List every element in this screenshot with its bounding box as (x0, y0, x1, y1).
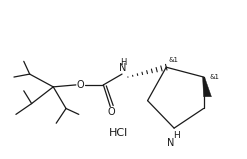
Text: O: O (77, 80, 84, 90)
Polygon shape (203, 77, 211, 97)
Text: H: H (120, 58, 126, 67)
Text: N: N (167, 138, 175, 148)
Text: &1: &1 (168, 57, 178, 63)
Text: &1: &1 (209, 74, 220, 80)
Text: H: H (173, 131, 179, 141)
Text: HCl: HCl (108, 128, 128, 138)
Text: O: O (107, 107, 115, 117)
Text: N: N (119, 63, 127, 73)
